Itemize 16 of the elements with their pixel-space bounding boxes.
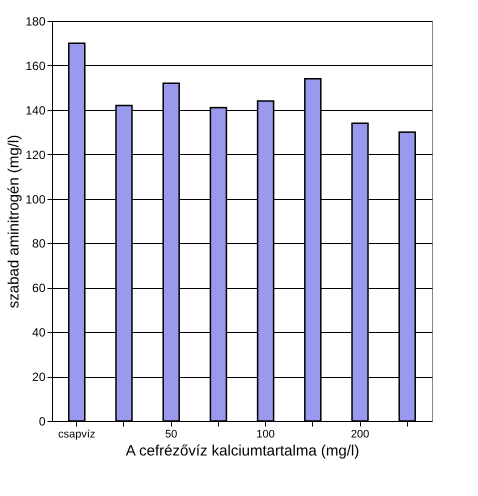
y-tick-label: 60 [32,281,46,296]
y-axis-title: szabad aminitrogén (mg/l) [5,134,22,308]
y-tick-label: 80 [32,236,46,251]
y-tick-label: 100 [25,192,46,206]
y-tick-label: 120 [25,148,46,162]
x-tick-label: 100 [256,428,275,440]
x-tick-label: 200 [350,428,370,440]
y-tick-label: 180 [25,14,46,28]
y-tick-label: 140 [25,103,46,118]
y-tick-label: 20 [32,370,46,384]
x-axis-title: A cefrézővíz kalciumtartalma (mg/l) [126,442,360,460]
x-tick-label: csapvíz [58,428,96,440]
y-tick-label: 40 [32,326,46,340]
x-tick-label: 50 [165,428,178,440]
y-tick-label: 160 [25,58,46,73]
y-tick-label: 0 [38,414,46,428]
